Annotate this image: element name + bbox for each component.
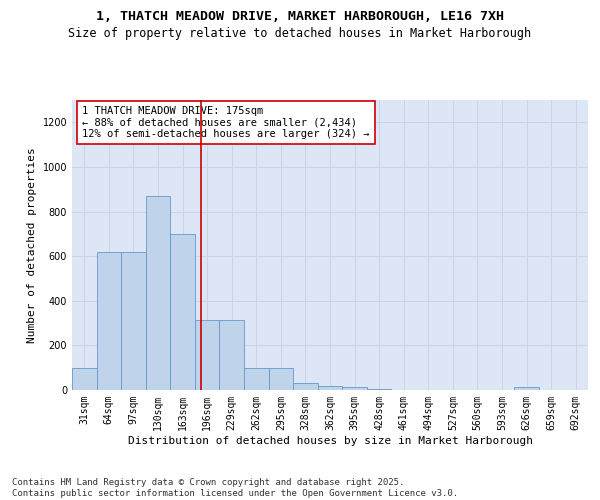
Bar: [367, 389, 391, 390]
Text: 1, THATCH MEADOW DRIVE, MARKET HARBOROUGH, LE16 7XH: 1, THATCH MEADOW DRIVE, MARKET HARBOROUG…: [96, 10, 504, 23]
Bar: [244, 368, 269, 390]
X-axis label: Distribution of detached houses by size in Market Harborough: Distribution of detached houses by size …: [128, 436, 533, 446]
Text: 1 THATCH MEADOW DRIVE: 175sqm
← 88% of detached houses are smaller (2,434)
12% o: 1 THATCH MEADOW DRIVE: 175sqm ← 88% of d…: [82, 106, 370, 139]
Bar: [121, 252, 146, 390]
Bar: [269, 368, 293, 390]
Text: Size of property relative to detached houses in Market Harborough: Size of property relative to detached ho…: [68, 28, 532, 40]
Bar: [146, 196, 170, 390]
Y-axis label: Number of detached properties: Number of detached properties: [27, 147, 37, 343]
Bar: [72, 368, 97, 390]
Bar: [342, 386, 367, 390]
Bar: [220, 320, 244, 390]
Bar: [170, 234, 195, 390]
Bar: [293, 384, 318, 390]
Bar: [97, 252, 121, 390]
Bar: [195, 320, 220, 390]
Bar: [514, 386, 539, 390]
Text: Contains HM Land Registry data © Crown copyright and database right 2025.
Contai: Contains HM Land Registry data © Crown c…: [12, 478, 458, 498]
Bar: [318, 386, 342, 390]
